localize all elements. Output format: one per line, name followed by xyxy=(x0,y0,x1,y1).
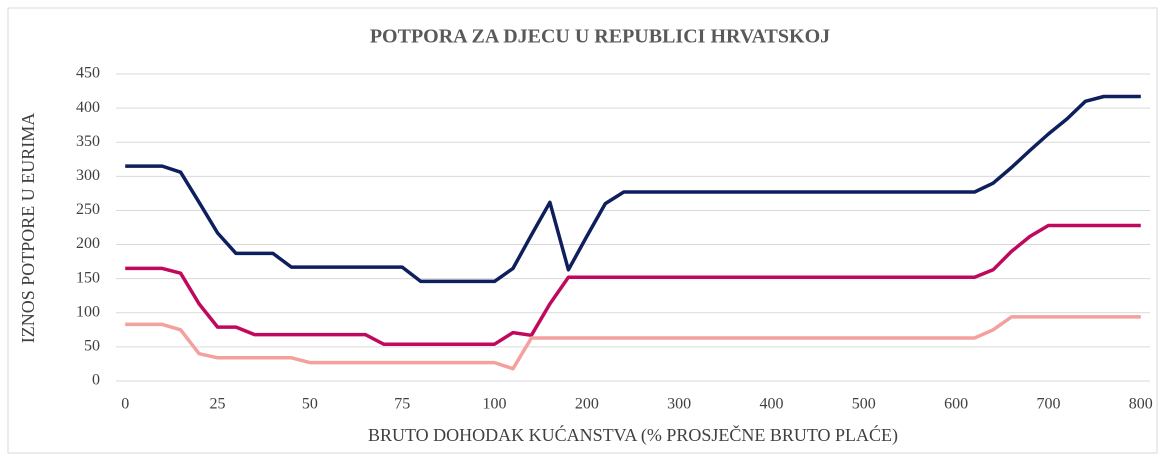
x-tick-label: 0 xyxy=(121,396,129,413)
chart-border xyxy=(7,7,1158,454)
x-tick-label: 400 xyxy=(759,396,783,413)
x-tick-label: 300 xyxy=(667,396,691,413)
y-tick-label: 0 xyxy=(92,372,100,389)
x-axis-title: BRUTO DOHODAK KUĆANSTVA (% PROSJEČNE BRU… xyxy=(368,424,898,446)
x-tick-label: 25 xyxy=(210,396,226,413)
x-tick-label: 200 xyxy=(575,396,599,413)
series-line xyxy=(125,223,1141,346)
x-tick-label: 600 xyxy=(944,396,968,413)
y-tick-label: 450 xyxy=(76,65,100,82)
y-tick-label: 150 xyxy=(76,269,100,286)
y-tick-label: 350 xyxy=(76,133,100,150)
y-axis-title: IZNOS POTPORE U EURIMA xyxy=(18,113,38,344)
y-tick-label: 50 xyxy=(84,338,100,355)
x-tick-label: 100 xyxy=(483,396,507,413)
x-tick-label: 700 xyxy=(1036,396,1060,413)
series-line xyxy=(125,94,1141,284)
series-line xyxy=(125,315,1141,371)
x-tick-label: 800 xyxy=(1129,396,1153,413)
x-tick-label: 75 xyxy=(394,396,410,413)
y-tick-label: 400 xyxy=(76,99,100,116)
x-tick-label: 50 xyxy=(302,396,318,413)
y-tick-label: 250 xyxy=(76,201,100,218)
chart-title: POTPORA ZA DJECU U REPUBLICI HRVATSKOJ xyxy=(370,26,830,48)
y-tick-label: 300 xyxy=(76,167,100,184)
y-tick-label: 100 xyxy=(76,303,100,320)
y-tick-label: 200 xyxy=(76,235,100,252)
x-tick-label: 500 xyxy=(852,396,876,413)
